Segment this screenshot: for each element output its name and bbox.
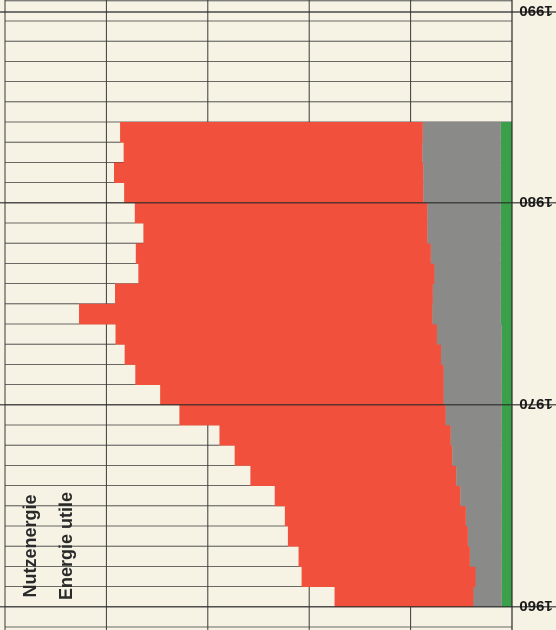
bar-segment xyxy=(427,223,501,244)
bar-segment xyxy=(301,566,476,587)
side-labels: Nutzenergie Energie utile xyxy=(20,492,76,600)
bar-segment xyxy=(138,263,435,284)
bar-segment xyxy=(143,223,428,244)
bar-segment xyxy=(500,223,512,244)
bar-segment xyxy=(501,485,512,507)
bar-segment xyxy=(219,425,451,446)
bar-segment xyxy=(441,344,502,365)
bar-segment xyxy=(250,465,457,486)
bar-segment xyxy=(500,182,512,204)
side-label: Nutzenergie xyxy=(20,494,40,597)
bar-segment xyxy=(473,586,502,608)
bar-segment xyxy=(501,384,512,406)
bar-segment xyxy=(274,485,461,507)
bar-segment xyxy=(501,324,512,345)
bar-segment xyxy=(423,162,501,183)
bar-segment xyxy=(430,243,501,264)
year-tick-label: 1960 xyxy=(519,597,552,614)
bar-segment xyxy=(135,364,444,385)
bar-segment xyxy=(501,526,512,547)
bar-segment xyxy=(79,303,433,325)
bar-segment xyxy=(160,384,444,406)
bar-segment xyxy=(501,404,512,426)
bar-segment xyxy=(456,465,502,486)
bar-segment xyxy=(465,505,502,527)
bar-segment xyxy=(422,122,501,143)
bar-segment xyxy=(501,566,512,587)
bar-segment xyxy=(501,364,512,385)
bar-segment xyxy=(475,566,502,587)
bar-segment xyxy=(135,243,431,264)
bar-segment xyxy=(460,485,502,507)
bar-segment xyxy=(298,546,470,567)
bar-segment xyxy=(501,586,512,608)
bar-segment xyxy=(115,324,437,345)
bar-segment xyxy=(443,364,502,385)
bar-segment xyxy=(284,505,466,527)
bar-segment xyxy=(120,122,423,143)
bar-segment xyxy=(179,404,446,426)
bar-segment xyxy=(115,283,433,305)
bar-segment xyxy=(452,445,502,466)
bar-segment xyxy=(234,445,453,466)
bar-segment xyxy=(501,425,512,446)
bar-segment xyxy=(134,202,428,224)
year-tick-label: 1970 xyxy=(519,395,552,412)
bar-segment xyxy=(114,162,424,183)
bar-segment xyxy=(432,303,501,325)
bar-segment xyxy=(124,344,442,365)
bar-segment xyxy=(500,202,512,224)
bar-segment xyxy=(334,586,474,608)
year-tick-label: 1980 xyxy=(519,193,552,210)
bar-segment xyxy=(427,202,501,224)
bar-segment xyxy=(434,263,501,284)
bar-segment xyxy=(467,526,502,547)
bar-segment xyxy=(501,445,512,466)
bar-segment xyxy=(124,182,424,204)
bar-segment xyxy=(501,465,512,486)
bar-segment xyxy=(436,324,502,345)
bar-segment xyxy=(500,263,512,284)
bar-segment xyxy=(423,182,501,204)
bar-segment xyxy=(501,505,512,527)
side-label: Energie utile xyxy=(56,492,76,600)
bars xyxy=(79,122,512,608)
bar-segment xyxy=(500,142,512,163)
bar-segment xyxy=(501,344,512,365)
bar-segment xyxy=(501,546,512,567)
bar-segment xyxy=(432,283,501,305)
bar-segment xyxy=(287,526,468,547)
bar-segment xyxy=(123,142,423,163)
bar-segment xyxy=(500,162,512,183)
bar-segment xyxy=(443,384,502,406)
bar-segment xyxy=(500,303,512,325)
bar-segment xyxy=(500,243,512,264)
bar-segment xyxy=(500,283,512,305)
bar-segment xyxy=(469,546,502,567)
bar-segment xyxy=(445,404,502,426)
bar-segment xyxy=(422,142,501,163)
bar-segment xyxy=(450,425,502,446)
year-tick-label: 1990 xyxy=(519,2,552,19)
bar-segment xyxy=(500,122,512,143)
